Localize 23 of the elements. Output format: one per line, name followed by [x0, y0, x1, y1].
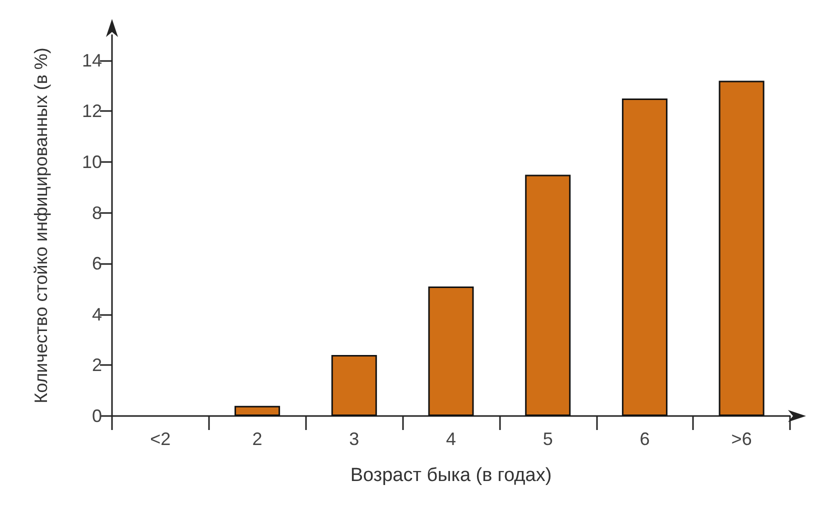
bar — [622, 98, 668, 416]
y-tick-label: 8 — [92, 202, 102, 223]
x-tick-label: 2 — [252, 429, 262, 449]
bar — [525, 174, 571, 416]
y-tick-label: 12 — [82, 101, 102, 122]
y-tick-label: 14 — [82, 50, 102, 70]
y-tick-label: 0 — [92, 406, 102, 426]
x-tick-label: 4 — [446, 429, 456, 449]
y-tick-label: 4 — [92, 304, 102, 324]
y-tick-label: 10 — [82, 152, 102, 172]
bar — [718, 80, 764, 416]
y-axis-title: Количество стойко инфицированных (в %) — [31, 48, 51, 404]
x-tick-label: >6 — [731, 429, 752, 449]
bar — [234, 406, 280, 416]
bar — [331, 355, 377, 416]
y-tick-label: 2 — [92, 355, 102, 376]
x-tick-label: 5 — [542, 429, 553, 449]
x-tick-label: <2 — [150, 429, 171, 449]
y-tick-label: 6 — [92, 254, 102, 274]
x-tick-label: 6 — [640, 429, 650, 449]
x-tick-label: 3 — [349, 429, 360, 449]
bar — [428, 286, 474, 416]
x-axis-title: Возраст быка (в годах) — [350, 465, 552, 486]
